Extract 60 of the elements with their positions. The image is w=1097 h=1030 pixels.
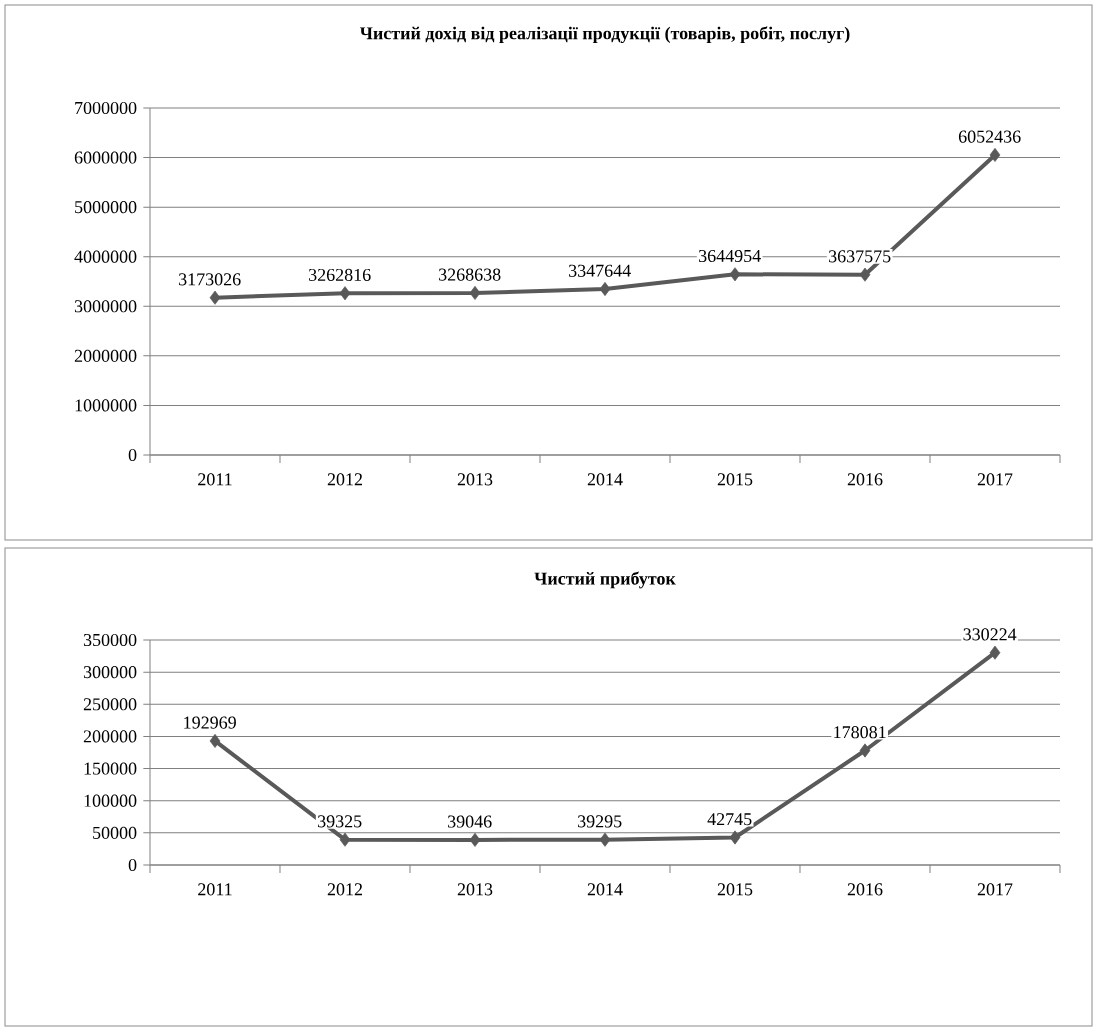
data-label: 178081: [834, 726, 886, 739]
y-tick-label: 100000: [84, 794, 137, 807]
chart-title: Чистий прибуток: [534, 571, 676, 589]
point: [339, 286, 351, 301]
point: [209, 733, 221, 748]
y-tick-label: 6000000: [74, 151, 137, 164]
data-label: 3173026: [179, 273, 241, 286]
data-label: 3637575: [829, 250, 891, 263]
y-tick-label: 350000: [83, 633, 137, 647]
point: [339, 832, 351, 847]
y-tick-label: 0: [128, 858, 137, 872]
y-tick-label: 5000000: [75, 201, 137, 214]
x-tick-label: 2017: [977, 473, 1013, 486]
x-tick-label: 2013: [457, 473, 493, 486]
point: [599, 282, 611, 297]
x-tick-label: 2013: [457, 883, 493, 896]
x-tick-label: 2016: [847, 473, 883, 486]
point: [989, 147, 1001, 162]
data-label: 39295: [578, 815, 622, 828]
point: [599, 832, 611, 847]
y-tick-label: 300000: [83, 666, 137, 679]
data-label: 6052436: [958, 130, 1021, 143]
x-tick-label: 2017: [977, 883, 1013, 896]
point: [859, 743, 871, 758]
data-label: 42745: [707, 813, 752, 826]
x-tick-label: 2014: [587, 883, 623, 896]
y-tick-label: 4000000: [74, 250, 137, 263]
y-tick-label: 0: [128, 448, 137, 462]
x-tick-label: 2015: [717, 883, 753, 896]
point: [469, 832, 481, 847]
x-tick-label: 2015: [717, 473, 753, 486]
chart-title: Чистий дохід від реалізації продукції (товарів, робіт, послуг): [359, 26, 850, 44]
y-tick-label: 1000000: [75, 399, 137, 412]
point: [859, 267, 871, 282]
y-tick-label: 3000000: [74, 300, 137, 313]
y-tick-label: 50000: [93, 826, 137, 839]
x-tick-label: 2012: [327, 883, 363, 896]
data-label: 3262816: [309, 268, 371, 281]
data-label: 330224: [963, 628, 1017, 641]
point: [729, 830, 741, 845]
y-tick-label: 150000: [84, 762, 137, 775]
point: [729, 267, 741, 282]
y-tick-label: 200000: [83, 730, 137, 743]
y-tick-label: 2000000: [74, 349, 137, 362]
data-label: 3268638: [439, 268, 501, 281]
data-label: 3644954: [699, 249, 761, 263]
y-tick-label: 250000: [83, 698, 137, 711]
point: [469, 285, 481, 300]
x-tick-label: 2011: [198, 883, 232, 896]
data-label: 192969: [184, 716, 236, 729]
point: [989, 645, 1001, 660]
x-tick-label: 2012: [327, 473, 363, 486]
x-tick-label: 2014: [587, 473, 623, 486]
y-tick-label: 7000000: [75, 101, 137, 115]
data-label: 39046: [448, 815, 492, 828]
x-tick-label: 2011: [198, 473, 232, 486]
x-tick-label: 2016: [847, 883, 883, 896]
data-label: 3347644: [569, 264, 631, 277]
data-label: 39325: [318, 815, 362, 828]
point: [209, 290, 221, 305]
